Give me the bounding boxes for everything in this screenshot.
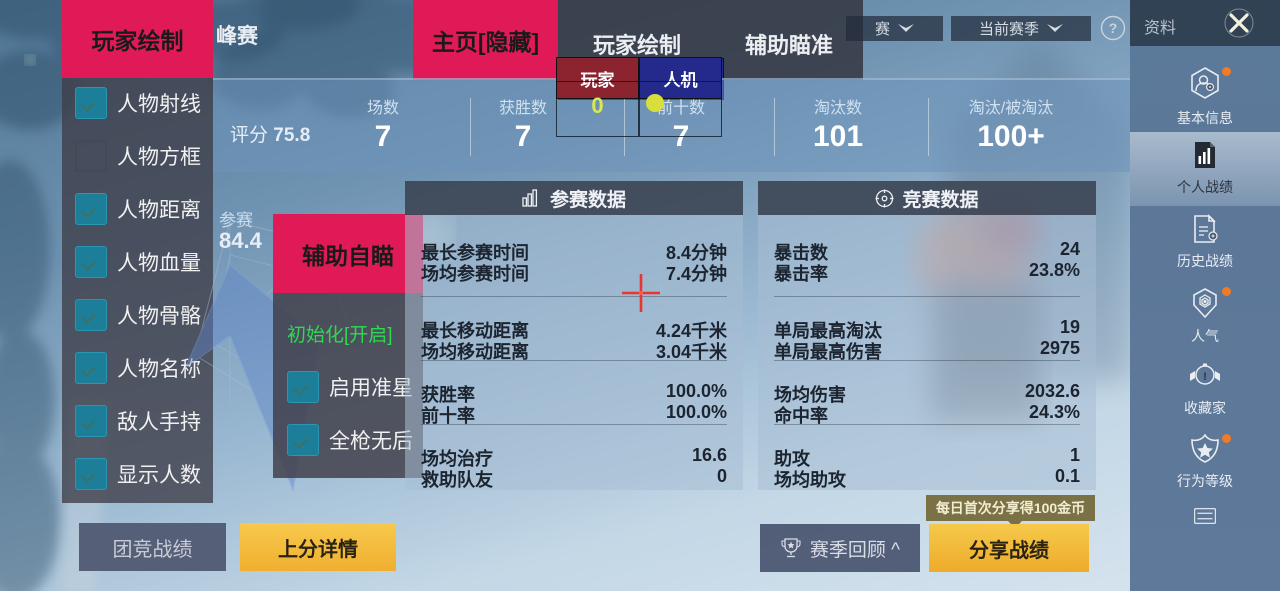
svg-text:?: ?: [1109, 20, 1118, 36]
svg-text:!: !: [1203, 371, 1207, 383]
